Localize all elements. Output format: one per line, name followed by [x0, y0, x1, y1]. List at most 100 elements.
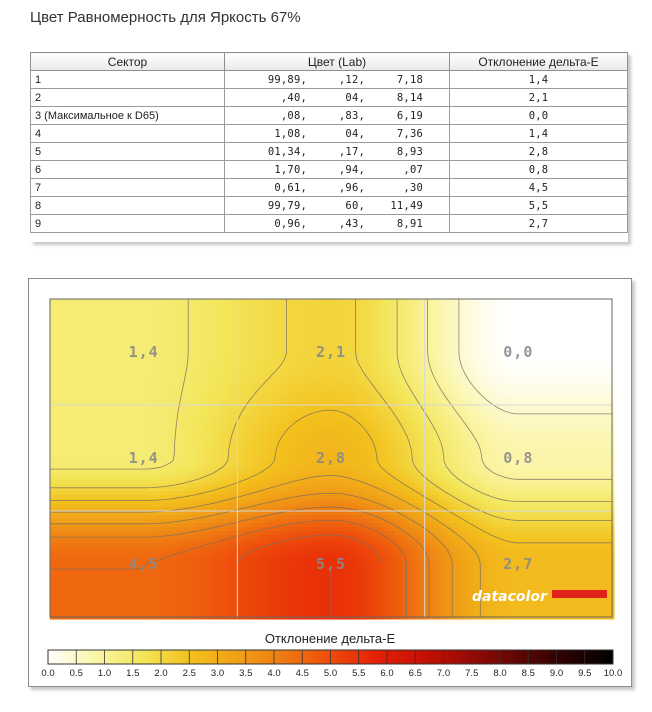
- cell-value-label: 4,5: [129, 555, 159, 573]
- table-row: 7 0,61, ,96, ,30 4,5: [30, 178, 628, 197]
- legend-tick-label: 6.0: [380, 668, 393, 679]
- legend-title: Отклонение дельта-E: [265, 631, 396, 646]
- lab-component: ,07: [403, 163, 423, 176]
- legend-tick-label: 7.5: [465, 668, 478, 679]
- cell-value-label: 1,4: [129, 343, 159, 361]
- legend-tick-label: 8.5: [522, 668, 535, 679]
- header-sector: Сектор: [30, 52, 225, 71]
- legend-tick-label: 0.5: [70, 668, 83, 679]
- table-row: 8 99,79, 60, 11,49 5,5: [30, 196, 628, 215]
- legend-tick-label: 5.5: [352, 668, 365, 679]
- cell-lab: ,08, ,83, 6,19: [224, 106, 450, 125]
- table-body: 1 99,89, ,12, 7,18 1,4 2 ,40, 04, 8,14 2,1 3 (Макс…: [30, 70, 628, 233]
- legend-tick-label: 9.5: [578, 668, 591, 679]
- table-row: 9 0,96, ,43, 8,91 2,7: [30, 214, 628, 233]
- map-border: [49, 298, 613, 618]
- legend-tick-label: 7.0: [437, 668, 450, 679]
- lab-component: ,43,: [338, 217, 365, 230]
- lab-component: ,08,: [280, 109, 307, 122]
- cell-sector: 3 (Максимальное к D65): [30, 106, 225, 125]
- page-title: Цвет Равномерность для Яркость 67%: [30, 9, 301, 26]
- legend-tick-label: 2.0: [154, 668, 167, 679]
- cell-lab: ,40, 04, 8,14: [224, 88, 450, 107]
- cell-delta-e: 5,5: [449, 196, 628, 215]
- lab-component: 1,08,: [274, 127, 307, 140]
- legend-tick-label: 5.0: [324, 668, 337, 679]
- table-header-row: Сектор Цвет (Lab) Отклонение дельта-E: [30, 52, 628, 71]
- cell-delta-e: 1,4: [449, 124, 628, 143]
- lab-component: 7,18: [396, 73, 423, 86]
- cell-delta-e: 2,1: [449, 88, 628, 107]
- lab-component: 8,14: [396, 91, 423, 104]
- lab-component: 1,70,: [274, 163, 307, 176]
- lab-component: ,30: [403, 181, 423, 194]
- lab-component: 99,79,: [267, 199, 307, 212]
- lab-component: 0,96,: [274, 217, 307, 230]
- legend-tick-label: 1.0: [98, 668, 111, 679]
- lab-component: 8,91: [396, 217, 423, 230]
- cell-value-label: 2,1: [316, 343, 346, 361]
- lab-component: 60,: [345, 199, 365, 212]
- cell-value-label: 0,8: [503, 449, 533, 467]
- legend-tick-label: 8.0: [493, 668, 506, 679]
- cell-delta-e: 0,8: [449, 160, 628, 179]
- cell-value-label: 2,7: [503, 555, 533, 573]
- table-row: 3 (Максимальное к D65) ,08, ,83, 6,19 0,0: [30, 106, 628, 125]
- lab-component: 11,49: [390, 199, 423, 212]
- cell-sector: 1: [30, 70, 225, 89]
- legend-tick-label: 9.0: [550, 668, 563, 679]
- lab-component: ,12,: [338, 73, 365, 86]
- cell-sector: 5: [30, 142, 225, 161]
- legend-tick-label: 1.5: [126, 668, 139, 679]
- table-row: 5 01,34, ,17, 8,93 2,8: [30, 142, 628, 161]
- contour-lines: [50, 299, 612, 617]
- legend-tick-label: 4.0: [267, 668, 280, 679]
- cell-sector: 2: [30, 88, 225, 107]
- cell-value-label: 0,0: [503, 343, 533, 361]
- cell-lab: 01,34, ,17, 8,93: [224, 142, 450, 161]
- table-row: 1 99,89, ,12, 7,18 1,4: [30, 70, 628, 89]
- lab-component: 01,34,: [267, 145, 307, 158]
- datacolor-logo: datacolor: [472, 589, 548, 605]
- legend-tick-label: 10.0: [604, 668, 623, 679]
- cell-sector: 8: [30, 196, 225, 215]
- cell-sector: 9: [30, 214, 225, 233]
- cell-delta-e: 2,8: [449, 142, 628, 161]
- lab-component: 7,36: [396, 127, 423, 140]
- lab-component: 8,93: [396, 145, 423, 158]
- legend-tick-label: 0.0: [41, 668, 54, 679]
- lab-component: 04,: [345, 127, 365, 140]
- lab-component: ,40,: [280, 91, 307, 104]
- cell-lab: 99,79, 60, 11,49: [224, 196, 450, 215]
- lab-component: 04,: [345, 91, 365, 104]
- lab-component: ,17,: [338, 145, 365, 158]
- table-row: 2 ,40, 04, 8,14 2,1: [30, 88, 628, 107]
- cell-sector: 7: [30, 178, 225, 197]
- cell-delta-e: 1,4: [449, 70, 628, 89]
- cell-lab: 0,96, ,43, 8,91: [224, 214, 450, 233]
- lab-component: ,96,: [338, 181, 365, 194]
- lab-component: 99,89,: [267, 73, 307, 86]
- datacolor-logo-bar: [552, 590, 607, 598]
- cell-value-label: 2,8: [316, 449, 346, 467]
- cell-lab: 1,70, ,94, ,07: [224, 160, 450, 179]
- legend-tick-label: 3.0: [211, 668, 224, 679]
- cell-lab: 0,61, ,96, ,30: [224, 178, 450, 197]
- cell-lab: 99,89, ,12, 7,18: [224, 70, 450, 89]
- heatmap-panel: 1,4 2,1 0,0 1,4 2,8 0,8 4,5 5,5 2,7 datacolor Откл…: [28, 278, 632, 687]
- heatmap-svg: 1,4 2,1 0,0 1,4 2,8 0,8 4,5 5,5 2,7 datacolor Откл…: [41, 298, 623, 679]
- cell-delta-e: 0,0: [449, 106, 628, 125]
- lab-component: ,83,: [338, 109, 365, 122]
- legend-tick-label: 6.5: [409, 668, 422, 679]
- lab-component: 0,61,: [274, 181, 307, 194]
- cell-value-label: 1,4: [129, 449, 159, 467]
- cell-delta-e: 4,5: [449, 178, 628, 197]
- header-lab: Цвет (Lab): [224, 52, 450, 71]
- table-row: 4 1,08, 04, 7,36 1,4: [30, 124, 628, 143]
- cell-sector: 4: [30, 124, 225, 143]
- legend-tick-label: 4.5: [296, 668, 309, 679]
- cell-delta-e: 2,7: [449, 214, 628, 233]
- legend-tick-label: 3.5: [239, 668, 252, 679]
